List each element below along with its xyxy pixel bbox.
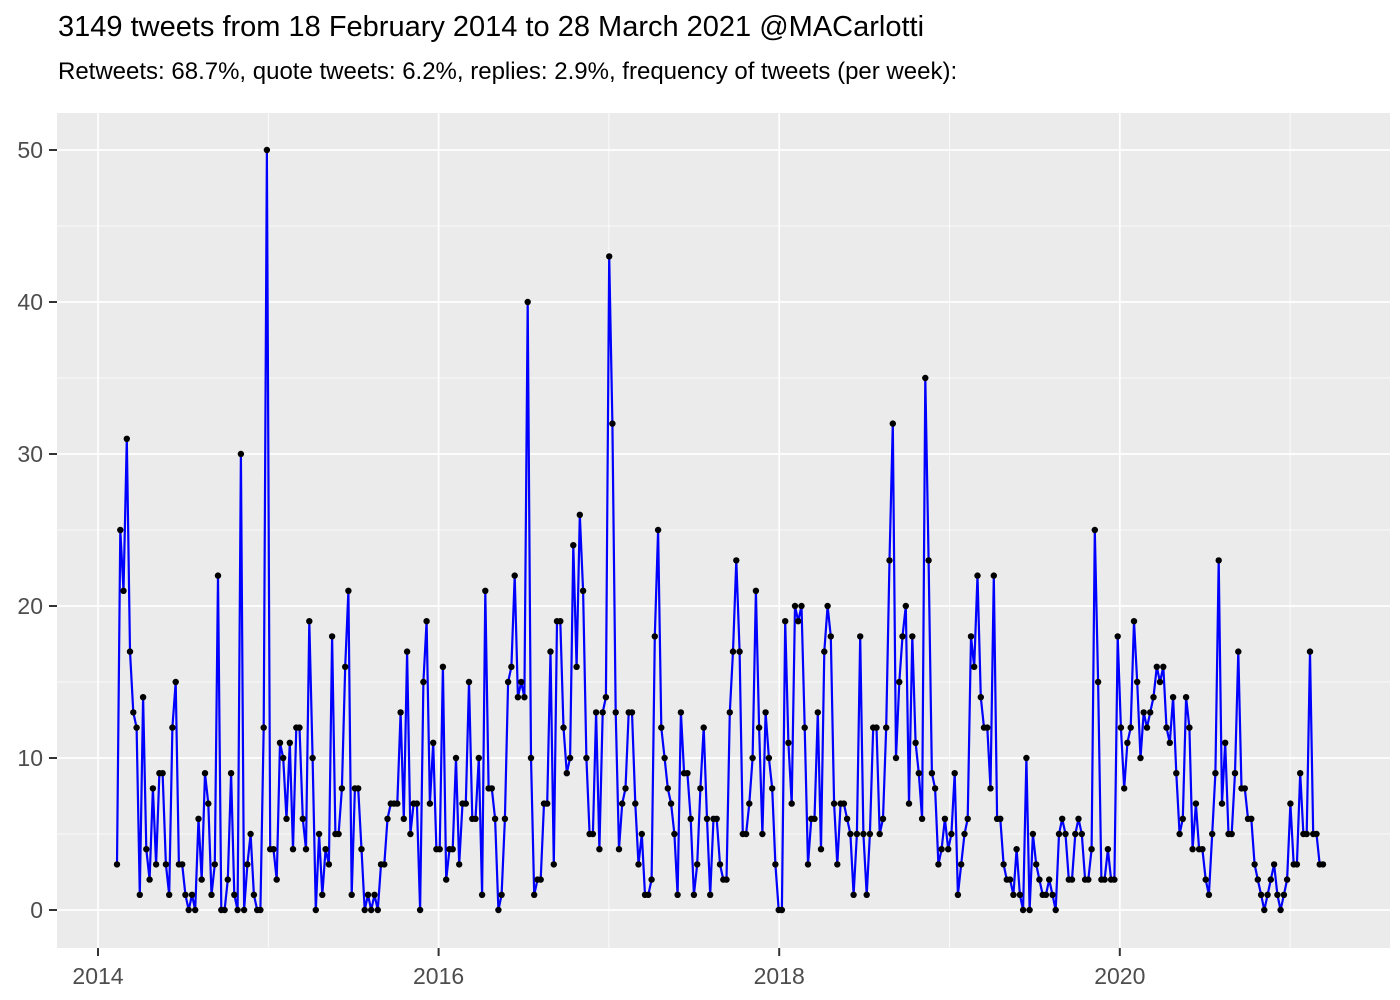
y-axis-label: 20 [17,593,43,619]
y-axis-label: 30 [17,441,43,467]
y-axis-label: 0 [30,897,43,923]
x-axis-label: 2016 [413,963,464,989]
x-axis-labels: 2014 2016 2018 2020 [72,963,1145,989]
y-axis-labels: 0 10 20 30 40 50 [17,137,43,923]
tweets-per-week-points [113,146,1327,914]
y-axis-label: 50 [17,137,43,163]
x-axis-label: 2020 [1094,963,1145,989]
major-gridlines [57,113,1390,948]
x-axis-label: 2018 [754,963,805,989]
chart-title: 3149 tweets from 18 February 2014 to 28 … [58,11,925,43]
x-axis-label: 2014 [72,963,123,989]
axis-tick-marks [49,149,1121,956]
chart-subtitle: Retweets: 68.7%, quote tweets: 6.2%, rep… [58,58,958,85]
y-axis-label: 40 [17,289,43,315]
plot-panel [57,113,1390,948]
y-axis-label: 10 [17,745,43,771]
